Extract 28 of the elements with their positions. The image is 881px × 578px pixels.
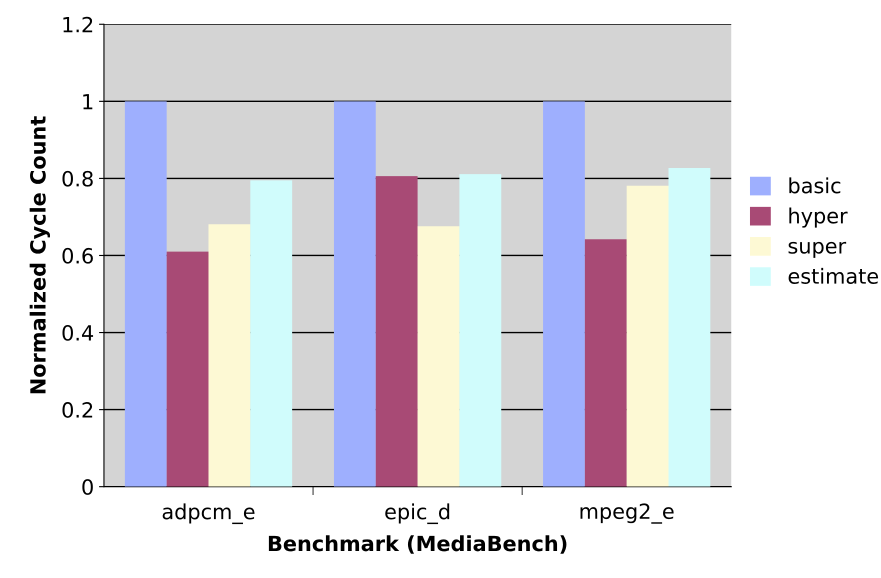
x-axis-title: Benchmark (MediaBench)	[268, 535, 566, 554]
legend-label: estimate	[788, 268, 878, 284]
y-tick-label: 1.2	[63, 16, 92, 32]
y-tick-label: 0.2	[62, 402, 92, 418]
bar	[334, 101, 376, 487]
legend-label: hyper	[789, 208, 848, 228]
y-tick-label: 0.4	[62, 324, 94, 341]
bar	[208, 224, 250, 487]
y-axis-title: Normalized Cycle Count	[30, 116, 50, 394]
bar	[459, 174, 502, 487]
x-tick-label: mpeg2_e	[580, 503, 674, 524]
bar	[584, 239, 627, 487]
bar	[250, 180, 292, 487]
legend-label: super	[788, 242, 846, 258]
bar	[543, 101, 585, 487]
y-tick-label: 1	[83, 94, 92, 110]
y-tick-label: 0.8	[62, 170, 93, 187]
bar	[166, 252, 209, 487]
x-tick-label: adpcm_e	[162, 503, 254, 524]
legend-label: basic	[789, 177, 840, 194]
bar	[376, 176, 418, 487]
bar	[124, 101, 167, 487]
y-tick-label: 0.6	[62, 248, 93, 264]
bar	[668, 168, 710, 487]
bar	[418, 226, 460, 487]
y-tick-label: 0	[82, 479, 93, 495]
x-tick-label: epic_d	[385, 503, 450, 524]
bar	[626, 186, 669, 487]
